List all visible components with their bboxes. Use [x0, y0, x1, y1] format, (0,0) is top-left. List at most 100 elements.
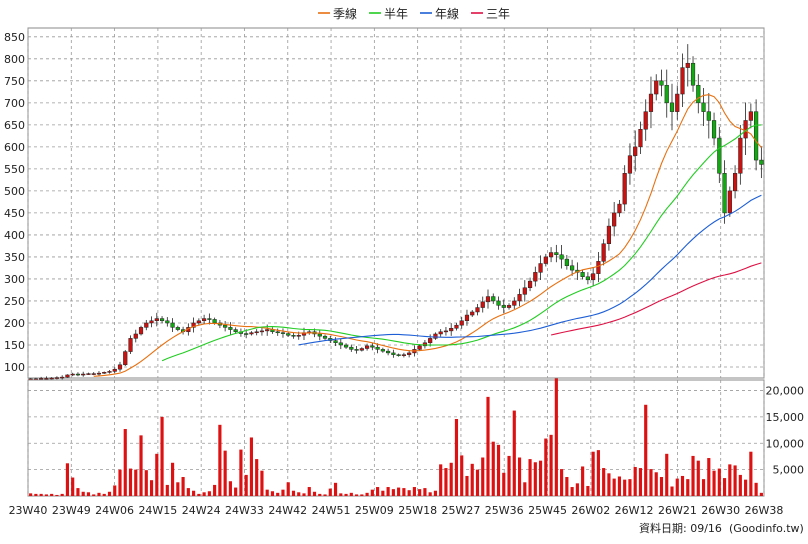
price-ytick-label: 550 — [4, 163, 25, 176]
volume-bar — [675, 478, 679, 496]
price-plot-area — [27, 27, 765, 379]
volume-bar — [407, 490, 411, 496]
volume-ytick-label: 5,000 — [773, 464, 805, 477]
volume-bar — [260, 470, 264, 496]
volume-bar — [44, 494, 48, 496]
candle-down — [349, 346, 354, 350]
candle-down — [322, 335, 328, 339]
candle-down — [722, 173, 727, 214]
candle-up — [506, 305, 512, 308]
ma-halfyear-line — [161, 124, 762, 362]
volume-bar — [701, 479, 706, 496]
volume-bar — [234, 487, 238, 496]
x-tick-label: 24W51 — [312, 504, 351, 517]
volume-bar — [86, 492, 91, 496]
volume-bar — [728, 464, 732, 496]
volume-bar — [507, 455, 511, 496]
candle-down — [701, 102, 706, 112]
volume-bar — [454, 419, 459, 496]
volume-bar — [65, 463, 70, 496]
volume-bar — [596, 450, 600, 496]
source-label: (Goodinfo.tw) — [729, 522, 804, 535]
candle-up — [522, 287, 527, 295]
candle-up — [633, 146, 638, 156]
candle-up — [359, 348, 364, 351]
volume-bar — [302, 493, 306, 496]
candle-up — [123, 351, 128, 366]
x-tick-label: 26W38 — [745, 504, 784, 517]
volume-bar — [481, 457, 485, 496]
candle-up — [265, 329, 270, 332]
price-ytick-label: 500 — [4, 185, 25, 198]
volume-bar — [391, 489, 395, 496]
candle-up — [591, 273, 596, 281]
candle-down — [338, 342, 343, 346]
volume-bar — [712, 470, 716, 496]
volume-bar — [76, 488, 80, 496]
volume-bar — [113, 485, 117, 496]
data-date-label: 資料日期: 09/16 — [639, 521, 722, 535]
price-ytick-label: 600 — [4, 141, 25, 154]
volume-bar — [249, 437, 254, 496]
volume-bar — [722, 478, 727, 496]
volume-bar — [381, 490, 385, 496]
volume-bar — [244, 474, 248, 496]
candle-down — [175, 327, 180, 330]
candle-down — [711, 120, 717, 139]
volume-bar — [591, 451, 595, 496]
candle-down — [75, 373, 81, 376]
x-tick-label: 25W36 — [485, 504, 524, 517]
candle-up — [138, 327, 144, 335]
volume-bar — [680, 475, 685, 496]
candle-down — [343, 344, 349, 348]
candle-up — [154, 318, 159, 322]
volume-bar — [50, 493, 54, 496]
price-ytick-label: 700 — [4, 97, 25, 110]
volume-bar — [696, 460, 700, 496]
candle-down — [370, 345, 375, 348]
volume-bar — [349, 492, 353, 496]
volume-bar — [60, 493, 64, 496]
volume-bar — [328, 488, 332, 496]
volume-bar — [312, 491, 317, 496]
volume-bar — [707, 458, 711, 496]
candle-up — [606, 225, 612, 244]
x-tick-label: 25W09 — [355, 504, 394, 517]
price-ytick-label: 100 — [4, 361, 25, 374]
volume-bar — [628, 479, 632, 496]
price-ytick-label: 450 — [4, 207, 25, 220]
candle-down — [333, 340, 338, 344]
volume-bar — [560, 469, 564, 496]
candle-up — [60, 376, 65, 379]
x-tick-label: 26W02 — [571, 504, 610, 517]
volume-bar — [738, 474, 742, 496]
volume-bar — [460, 455, 464, 496]
x-tick-label: 23W49 — [52, 504, 91, 517]
candle-up — [249, 332, 254, 335]
volume-bar — [144, 470, 148, 496]
ma-year-line — [298, 194, 762, 346]
volume-ytick-label: 10,000 — [766, 437, 805, 450]
candle-up — [433, 333, 438, 339]
volume-bar — [181, 477, 185, 496]
volume-bar — [586, 485, 590, 496]
volume-ytick-label: 15,000 — [766, 411, 805, 424]
volume-bar — [155, 453, 159, 496]
volume-bar — [97, 492, 101, 496]
candle-up — [202, 318, 207, 322]
ma-three-year-line — [550, 262, 762, 336]
candle-up — [44, 378, 49, 380]
volume-bar — [402, 488, 406, 496]
volume-bar — [228, 481, 232, 496]
candle-up — [407, 352, 412, 355]
candle-up — [39, 378, 44, 380]
volume-bar — [365, 492, 369, 496]
volume-bar — [139, 435, 143, 496]
volume-bar — [412, 487, 416, 496]
volume-bar — [475, 469, 480, 496]
volume-bar — [565, 477, 569, 496]
volume-bar — [344, 493, 348, 496]
x-tick-label: 26W12 — [615, 504, 654, 517]
candle-down — [501, 305, 506, 308]
candle-up — [65, 374, 70, 378]
